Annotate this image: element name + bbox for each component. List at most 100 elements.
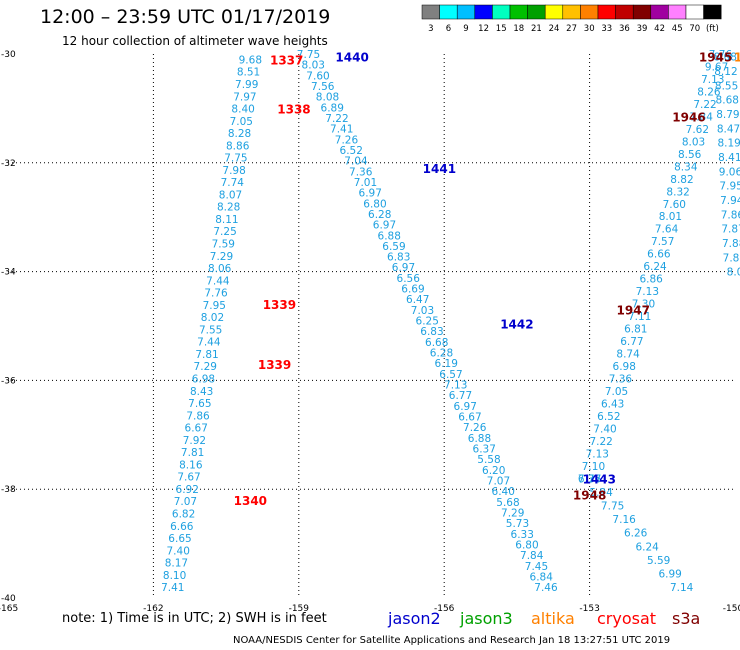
wave-height-value: 7.36 <box>609 373 633 385</box>
wave-height-value: 8.07 <box>219 189 242 201</box>
wave-height-value: 7.98 <box>222 165 245 177</box>
wave-height-value: 7.97 <box>233 91 256 103</box>
satellite-label-altika: altika <box>531 609 575 628</box>
wave-height-value: 7.88 <box>722 238 740 250</box>
pass-time-label: 1340 <box>234 494 267 508</box>
wave-height-value: 8.12 <box>714 66 737 78</box>
wave-height-value: 7.40 <box>593 423 616 435</box>
wave-height-value: 7.95 <box>203 300 226 312</box>
wave-height-value: 8.28 <box>228 128 251 140</box>
pass-time-label: 1338 <box>277 102 310 116</box>
wave-height-value: 8.06 <box>208 263 232 275</box>
wave-height-map: -165-162-159-156-153-150-30-32-34-36-38-… <box>0 0 740 650</box>
pass-time-label: 1946 <box>672 111 705 125</box>
wave-height-value: 6.26 <box>624 528 648 540</box>
wave-height-value: 7.81 <box>195 349 218 361</box>
wave-height-value: 7.59 <box>212 239 235 251</box>
wave-height-value: 7.13 <box>586 448 609 460</box>
satellite-label-jason3: jason3 <box>460 609 513 628</box>
wave-height-value: 8.32 <box>666 186 689 198</box>
wave-height-value: 7.65 <box>188 398 211 410</box>
wave-height-value: 7.14 <box>670 582 694 594</box>
wave-height-value: 7.16 <box>612 514 636 526</box>
wave-height-value: 8.86 <box>226 140 250 152</box>
wave-height-value: 8.47 <box>717 123 740 135</box>
wave-height-value: 8.10 <box>163 570 186 582</box>
wave-height-value: 7.86 <box>721 209 740 221</box>
wave-height-value: 9.06 <box>719 166 740 178</box>
wave-height-value: 7.46 <box>534 582 558 594</box>
wave-height-value: 8.40 <box>231 104 254 116</box>
wave-height-value: 7.57 <box>651 236 674 248</box>
pass-time-label: 1339 <box>263 298 296 312</box>
pass-time-label: 1441 <box>423 162 456 176</box>
wave-height-value: 7.55 <box>199 324 222 336</box>
wave-height-value: 7.29 <box>210 251 233 263</box>
wave-height-value: 7.25 <box>213 226 236 238</box>
wave-height-value: 8.02 <box>201 312 224 324</box>
wave-height-value: 7.81 <box>723 252 740 264</box>
x-tick-label: -150 <box>723 604 740 614</box>
wave-height-value: 6.99 <box>658 569 681 581</box>
wave-height-value: 7.22 <box>589 436 612 448</box>
y-tick-label: -34 <box>1 268 16 278</box>
y-tick-label: -32 <box>1 159 16 169</box>
wave-height-value: 7.05 <box>230 116 253 128</box>
pass-time-label: 1442 <box>500 317 533 331</box>
wave-height-value: 7.86 <box>186 410 210 422</box>
pass-time-label: 1947 <box>617 304 650 318</box>
wave-height-value: 8.74 <box>616 349 640 361</box>
wave-height-value: 7.07 <box>174 496 197 508</box>
wave-height-value: 7.92 <box>183 435 206 447</box>
wave-height-value: 8.16 <box>179 459 203 471</box>
pass-time-label: 1948 <box>573 489 606 503</box>
credit-line: NOAA/NESDIS Center for Satellite Applica… <box>233 635 670 646</box>
wave-height-value: 6.81 <box>624 324 647 336</box>
pass-time-label: 1440 <box>335 51 368 65</box>
y-tick-label: -38 <box>1 485 16 495</box>
wave-height-value: 8.79 <box>716 109 739 121</box>
wave-height-value: 8.41 <box>718 152 740 164</box>
wave-height-value: 6.43 <box>601 398 624 410</box>
footer-note: note: 1) Time is in UTC; 2) SWH is in fe… <box>62 611 327 626</box>
y-tick-label: -36 <box>1 376 16 386</box>
wave-height-value: 8.51 <box>237 67 260 79</box>
wave-height-value: 8.28 <box>217 202 240 214</box>
wave-height-value: 7.62 <box>686 124 709 136</box>
wave-height-value: 7.64 <box>655 224 679 236</box>
wave-height-value: 6.92 <box>176 484 199 496</box>
wave-height-value: 8.68 <box>716 95 739 107</box>
wave-height-value: 8.01 <box>659 211 682 223</box>
wave-height-value: 8.17 <box>165 558 188 570</box>
wave-height-value: 6.24 <box>643 261 667 273</box>
wave-height-value: 8.43 <box>190 386 213 398</box>
wave-height-value: 6.66 <box>647 249 671 261</box>
wave-height-value: 7.81 <box>181 447 204 459</box>
x-tick-label: -165 <box>0 604 18 614</box>
wave-height-value: 7.75 <box>224 153 247 165</box>
wave-height-value: 8.0 <box>727 267 740 279</box>
y-tick-label: -40 <box>1 594 16 604</box>
wave-height-value: 6.65 <box>168 533 191 545</box>
wave-height-value: 7.13 <box>636 286 659 298</box>
wave-height-value: 8.19 <box>717 138 740 150</box>
wave-height-value: 6.82 <box>172 508 195 520</box>
wave-height-value: 7.87 <box>721 224 740 236</box>
y-tick-label: -30 <box>1 50 16 60</box>
satellite-label-cryosat: cryosat <box>597 609 656 628</box>
wave-height-value: 7.44 <box>197 337 221 349</box>
wave-height-value: 8.34 <box>674 161 698 173</box>
wave-height-value: 7.76 <box>204 288 228 300</box>
wave-height-value: 7.44 <box>206 275 230 287</box>
wave-height-value: 6.98 <box>192 374 215 386</box>
wave-height-value: 8.55 <box>715 80 738 92</box>
wave-height-value: 8.11 <box>215 214 238 226</box>
wave-height-value: 7.99 <box>235 79 258 91</box>
wave-height-value: 7.40 <box>167 545 190 557</box>
pass-time-label: 1339 <box>258 358 291 372</box>
wave-height-value: 6.77 <box>620 336 643 348</box>
pass-time-label: 1337 <box>270 53 303 67</box>
wave-height-value: 6.66 <box>170 521 194 533</box>
wave-height-value: 8.03 <box>682 136 705 148</box>
pass-time-label: 1443 <box>583 472 616 486</box>
